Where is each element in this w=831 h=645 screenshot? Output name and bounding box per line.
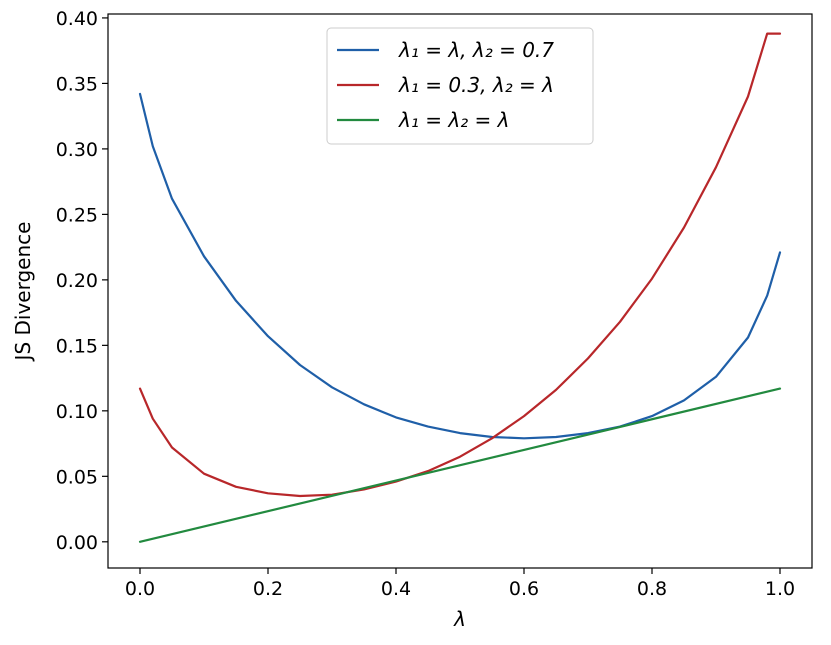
y-tick-label: 0.25 — [56, 204, 98, 226]
y-tick-label: 0.40 — [56, 8, 98, 30]
legend-label: λ₁ = 0.3, λ₂ = λ — [398, 73, 554, 97]
y-tick-label: 0.00 — [56, 532, 98, 554]
x-axis-label: λ — [453, 607, 466, 631]
y-tick-label: 0.35 — [56, 73, 98, 95]
x-tick-label: 0.8 — [637, 578, 667, 600]
series-line-2 — [138, 32, 782, 498]
legend: λ₁ = λ, λ₂ = 0.7 λ₁ = 0.3, λ₂ = λ λ₁ = λ₂ … — [326, 27, 594, 145]
x-tick-label: 0.6 — [509, 578, 539, 600]
x-tick-label: 0.2 — [253, 578, 283, 600]
x-tick-label: 1.0 — [765, 578, 795, 600]
legend-box — [326, 27, 594, 145]
legend-label: λ₁ = λ, λ₂ = 0.7 — [398, 38, 554, 62]
y-axis-label: JS Divergence — [11, 222, 35, 363]
y-tick-label: 0.30 — [56, 139, 98, 161]
plot-marks — [138, 32, 782, 543]
y-tick-label: 0.10 — [56, 401, 98, 423]
series-line-3 — [138, 387, 782, 543]
y-tick-label: 0.15 — [56, 335, 98, 357]
axes: 0.0 0.2 0.4 0.6 0.8 1.0 0.00 0.05 0.10 0.15 0.20 0.… — [56, 8, 795, 600]
y-tick-label: 0.05 — [56, 466, 98, 488]
series-line-1 — [138, 92, 782, 440]
x-tick-label: 0.0 — [125, 578, 155, 600]
y-tick-label: 0.20 — [56, 270, 98, 292]
plot-frame — [107, 13, 813, 569]
x-tick-label: 0.4 — [381, 578, 411, 600]
legend-label: λ₁ = λ₂ = λ — [398, 108, 510, 132]
